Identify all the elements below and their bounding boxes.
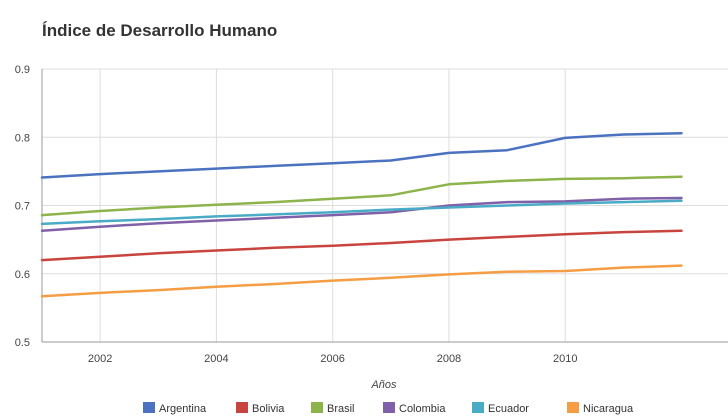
legend-item-ecuador: Ecuador: [472, 402, 529, 415]
x-tick-label: 2006: [320, 353, 344, 365]
grid: [41, 68, 728, 343]
legend-label: Ecuador: [488, 403, 529, 415]
legend-label: Colombia: [399, 403, 446, 415]
y-tick-label: 0.8: [15, 132, 30, 144]
x-tick-label: 2002: [88, 353, 112, 365]
chart-title: Índice de Desarrollo Humano: [42, 21, 277, 40]
series-line-brasil: [40, 175, 683, 217]
x-tick-label: 2008: [437, 353, 461, 365]
legend-item-nicaragua: Nicaragua: [567, 402, 634, 415]
legend-swatch: [311, 402, 323, 413]
legend-swatch: [236, 402, 248, 413]
series-line-argentina: [40, 131, 683, 179]
legend-swatch: [383, 402, 395, 413]
series-lines: [40, 131, 683, 298]
legend-swatch: [567, 402, 579, 413]
legend-label: Argentina: [159, 403, 207, 415]
y-tick-label: 0.5: [15, 337, 30, 349]
legend-label: Brasil: [327, 403, 355, 415]
legend-item-bolivia: Bolivia: [236, 402, 285, 415]
series-line-nicaragua: [40, 264, 683, 298]
series-line-bolivia: [40, 229, 683, 262]
x-axis-ticks: 2002 2004 2006 2008 2010: [88, 353, 578, 365]
legend-swatch: [472, 402, 484, 413]
y-axis-ticks: 0.5 0.6 0.7 0.8 0.9: [15, 64, 30, 349]
legend-item-colombia: Colombia: [383, 402, 446, 415]
y-tick-label: 0.9: [15, 64, 30, 76]
series-line-colombia: [40, 196, 683, 233]
x-tick-label: 2010: [553, 353, 577, 365]
legend: Argentina Bolivia Brasil Colombia Ecuador Nic…: [143, 402, 634, 415]
legend-item-argentina: Argentina: [143, 402, 207, 415]
y-tick-label: 0.6: [15, 269, 30, 281]
legend-swatch: [143, 402, 155, 413]
legend-label: Nicaragua: [583, 403, 634, 415]
y-tick-label: 0.7: [15, 201, 30, 213]
series-line-ecuador: [40, 199, 683, 226]
legend-item-brasil: Brasil: [311, 402, 355, 415]
legend-label: Bolivia: [252, 403, 285, 415]
x-tick-label: 2004: [204, 353, 228, 365]
x-axis-title: Años: [370, 379, 397, 391]
